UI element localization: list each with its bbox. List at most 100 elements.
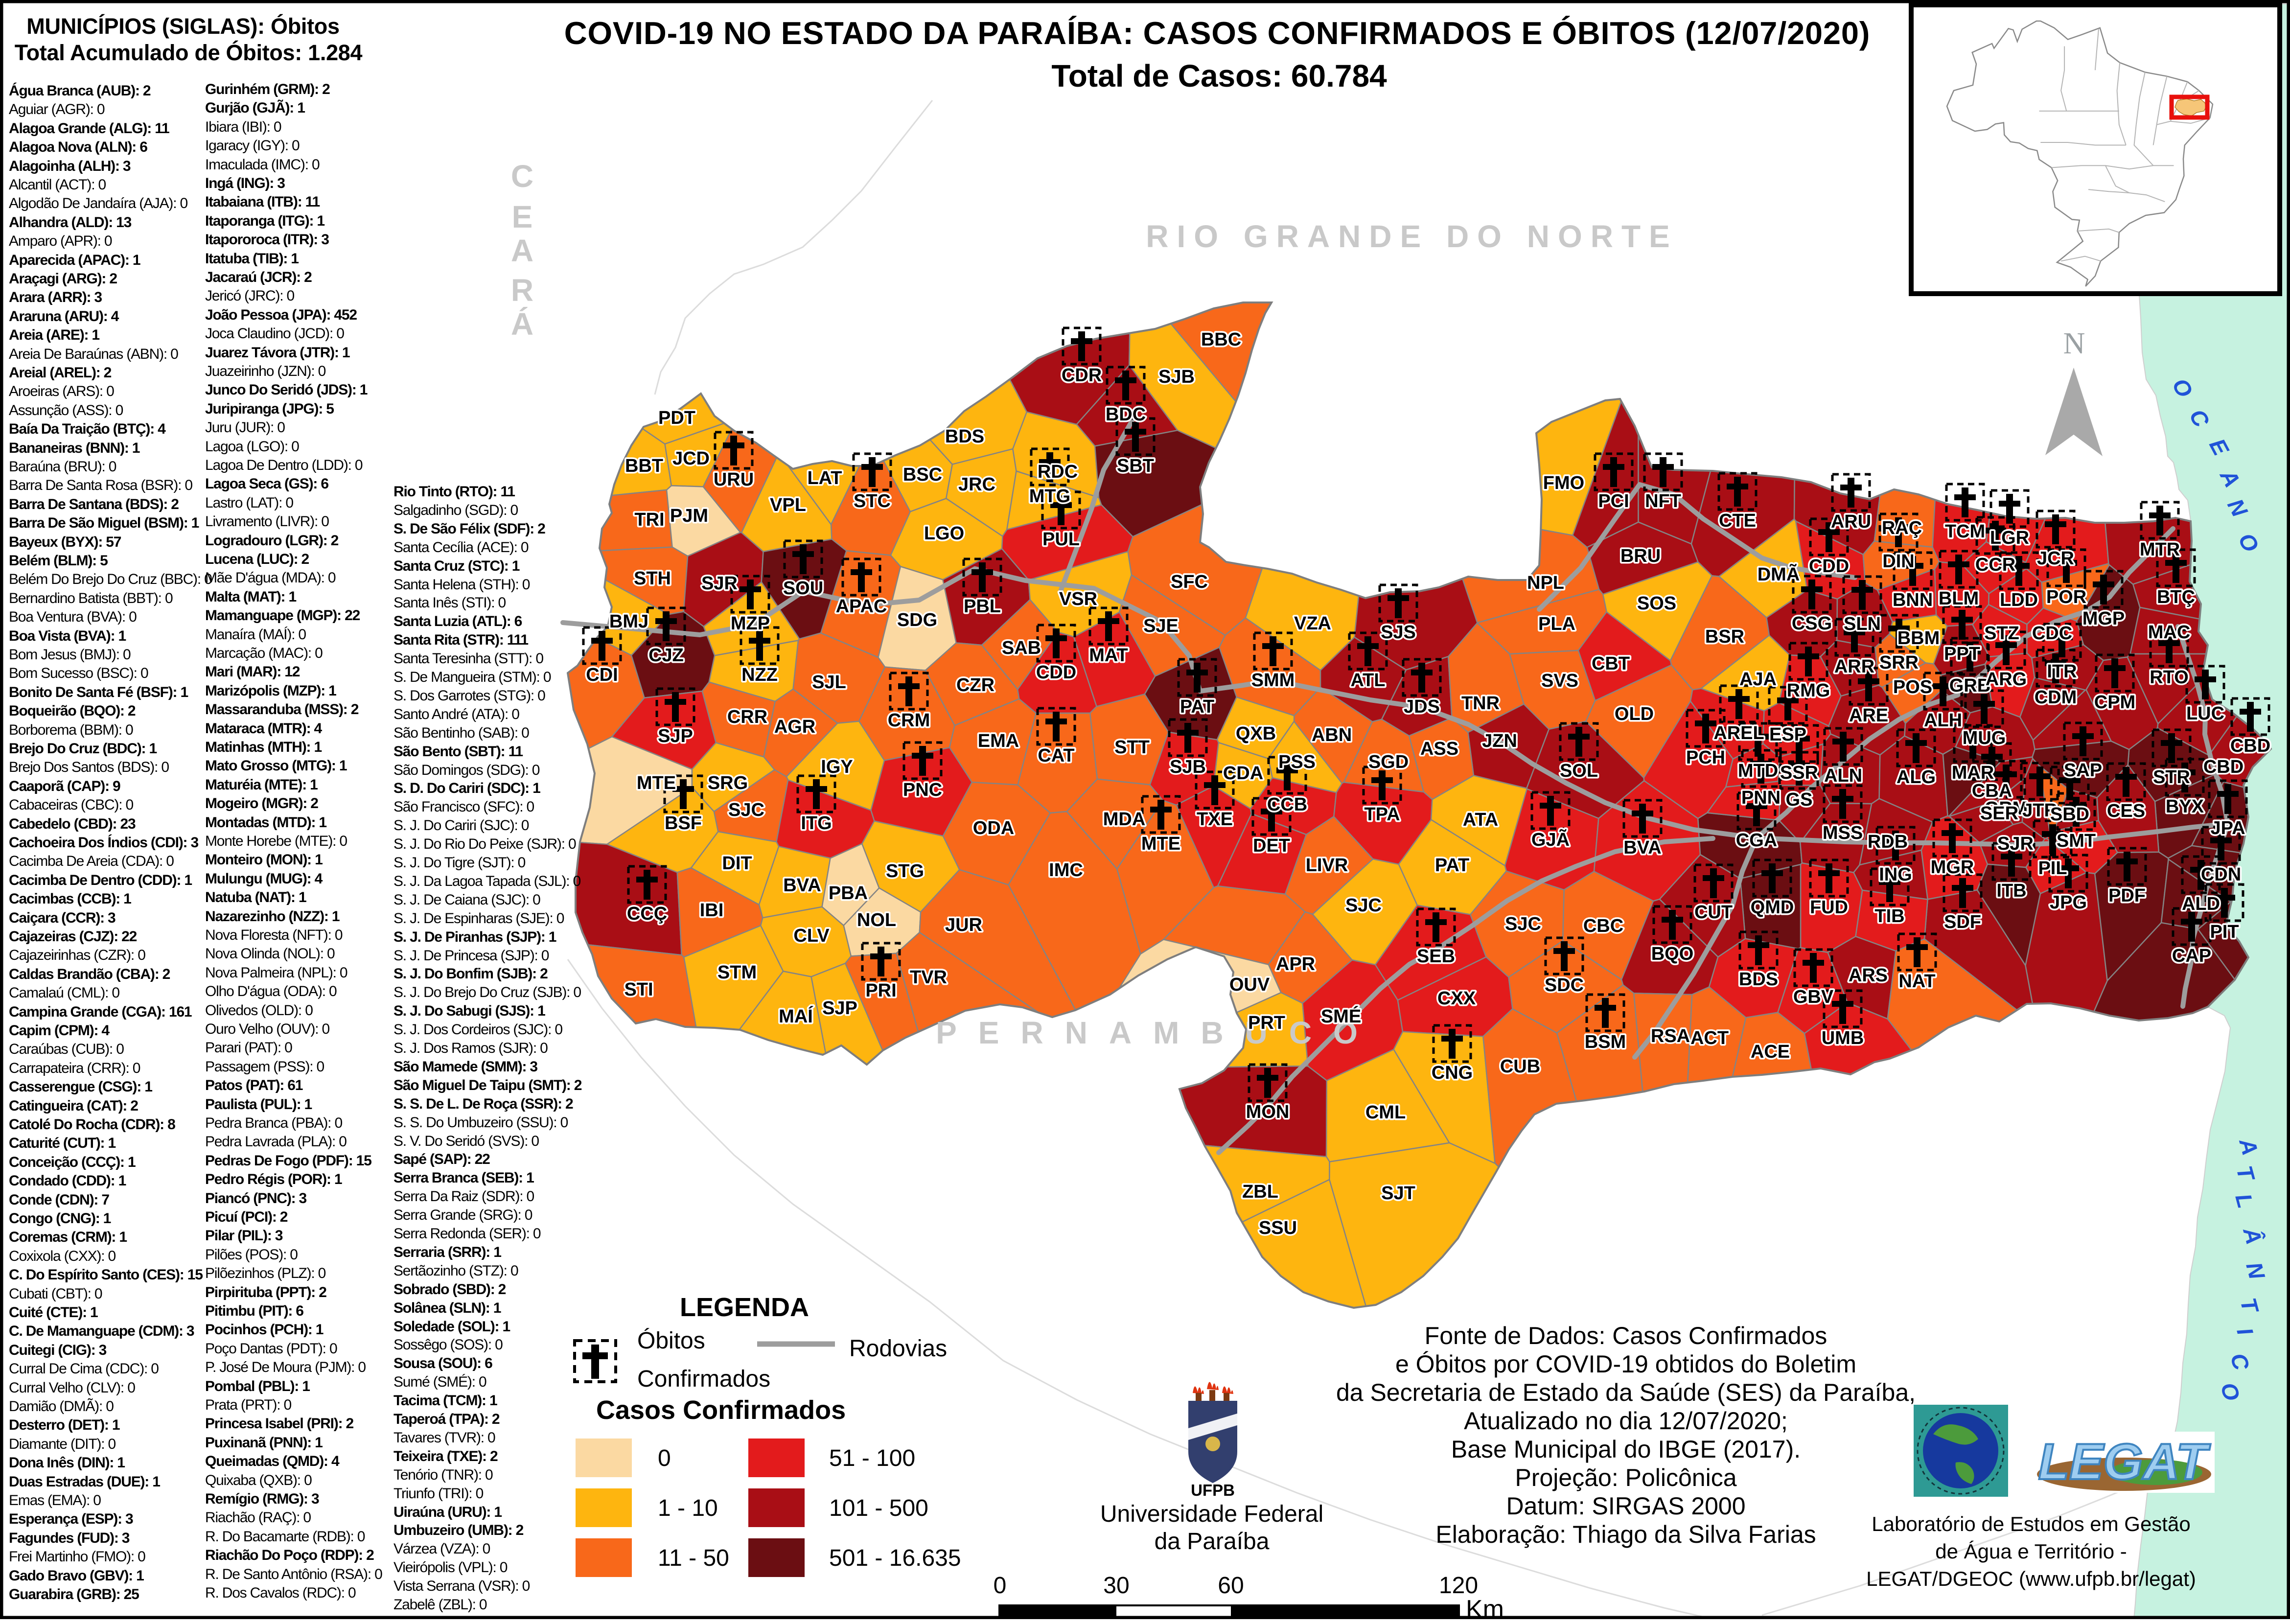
svg-text:CRR: CRR — [727, 707, 767, 727]
svg-text:SEB: SEB — [1417, 946, 1455, 967]
svg-text:VPL: VPL — [770, 495, 806, 515]
svg-text:GRB: GRB — [1949, 675, 1990, 696]
svg-text:QXB: QXB — [1236, 723, 1276, 744]
svg-text:PCI: PCI — [1598, 491, 1629, 511]
svg-text:RDB: RDB — [1868, 832, 1908, 852]
svg-text:SAB: SAB — [1002, 638, 1041, 658]
svg-text:SJR: SJR — [701, 573, 738, 594]
svg-text:STG: STG — [886, 861, 924, 882]
svg-text:MON: MON — [1246, 1102, 1290, 1122]
svg-text:PUL: PUL — [1042, 529, 1080, 550]
svg-text:SDF: SDF — [1944, 912, 1981, 932]
svg-text:SJE: SJE — [1143, 616, 1179, 636]
svg-text:E: E — [512, 199, 544, 234]
svg-text:NPL: NPL — [1527, 573, 1564, 593]
svg-text:JUR: JUR — [945, 915, 982, 935]
svg-text:GBV: GBV — [1793, 987, 1834, 1007]
svg-text:BSM: BSM — [1585, 1032, 1626, 1052]
svg-text:ZBL: ZBL — [1242, 1182, 1278, 1202]
svg-text:ARG: ARG — [1986, 669, 2027, 690]
svg-text:CDC: CDC — [2032, 623, 2072, 644]
svg-text:SJS: SJS — [1381, 622, 1416, 643]
svg-text:GJÃ: GJÃ — [1531, 829, 1570, 850]
svg-text:SVS: SVS — [1541, 671, 1578, 691]
svg-text:NFT: NFT — [1645, 491, 1681, 511]
svg-text:PAT: PAT — [1180, 696, 1214, 717]
svg-text:SRG: SRG — [708, 773, 748, 793]
svg-text:CUB: CUB — [1500, 1056, 1540, 1077]
svg-text:CDD: CDD — [1809, 556, 1849, 577]
svg-text:PNN: PNN — [1741, 788, 1781, 808]
svg-text:ALD: ALD — [2182, 894, 2220, 914]
svg-text:CZR: CZR — [956, 675, 995, 696]
svg-text:JTR: JTR — [2022, 800, 2058, 821]
svg-text:JCR: JCR — [2037, 548, 2074, 569]
svg-text:PPT: PPT — [1944, 644, 1980, 664]
svg-text:CRM: CRM — [888, 710, 930, 731]
svg-text:A: A — [511, 233, 544, 268]
svg-text:MTG: MTG — [1029, 486, 1070, 507]
svg-text:PBL: PBL — [964, 596, 1001, 617]
svg-text:LIVR: LIVR — [1306, 855, 1348, 876]
svg-text:RTO: RTO — [2150, 667, 2189, 688]
svg-text:UMB: UMB — [1822, 1028, 1864, 1048]
svg-text:STT: STT — [1114, 737, 1150, 758]
svg-text:CDI: CDI — [586, 665, 618, 685]
svg-text:TRI: TRI — [634, 510, 664, 530]
svg-text:SSU: SSU — [1259, 1218, 1297, 1238]
svg-text:DET: DET — [1253, 835, 1290, 856]
svg-text:SJT: SJT — [1381, 1183, 1415, 1204]
svg-text:DIT: DIT — [722, 853, 752, 874]
svg-text:CLV: CLV — [793, 926, 830, 946]
svg-text:MTE: MTE — [637, 773, 676, 793]
svg-text:ARS: ARS — [1849, 965, 1888, 986]
svg-text:CCR: CCR — [1975, 555, 2015, 575]
svg-text:TVR: TVR — [910, 967, 947, 988]
svg-text:PJM: PJM — [670, 506, 708, 526]
svg-text:PAT: PAT — [1435, 855, 1469, 876]
svg-text:CES: CES — [2107, 801, 2145, 821]
svg-text:CBA: CBA — [1972, 781, 2012, 801]
svg-text:SSR: SSR — [1780, 763, 1818, 783]
svg-text:SJB: SJB — [1158, 367, 1195, 387]
svg-text:MGR: MGR — [1931, 857, 1974, 878]
svg-text:CUT: CUT — [1694, 902, 1733, 923]
svg-text:PSS: PSS — [1278, 752, 1316, 772]
svg-text:STR: STR — [2153, 767, 2190, 788]
svg-text:CBD: CBD — [2230, 736, 2270, 756]
svg-text:MDA: MDA — [1103, 809, 1146, 830]
svg-text:UFPB: UFPB — [1191, 1481, 1235, 1499]
svg-text:CJZ: CJZ — [648, 645, 684, 666]
svg-text:STI: STI — [624, 979, 653, 1000]
svg-text:CGA: CGA — [1736, 830, 1777, 851]
svg-text:AGR: AGR — [774, 717, 815, 737]
svg-text:APAC: APAC — [836, 596, 887, 617]
svg-text:GRM: GRM — [1985, 798, 2028, 819]
svg-text:PNC: PNC — [903, 780, 942, 800]
svg-text:ATA: ATA — [1463, 810, 1498, 830]
svg-text:SER: SER — [1980, 803, 2018, 824]
svg-text:CPM: CPM — [2094, 692, 2135, 713]
svg-text:CDM: CDM — [2035, 687, 2077, 708]
svg-text:IBI: IBI — [700, 900, 724, 921]
svg-text:APR: APR — [1276, 954, 1315, 974]
svg-text:BSC: BSC — [903, 464, 942, 485]
svg-text:RAÇ: RAÇ — [1882, 518, 1922, 538]
svg-text:NZZ: NZZ — [741, 665, 778, 685]
svg-text:CBD: CBD — [2203, 757, 2244, 777]
svg-text:STM: STM — [717, 962, 757, 983]
svg-text:BRU: BRU — [1620, 546, 1661, 566]
svg-text:POR: POR — [2046, 587, 2086, 607]
svg-text:BLM: BLM — [1939, 588, 1979, 609]
svg-text:QMD: QMD — [1751, 897, 1794, 918]
svg-text:OLD: OLD — [1615, 704, 1654, 724]
svg-text:SMT: SMT — [2057, 831, 2096, 851]
svg-text:SDG: SDG — [897, 610, 937, 630]
svg-text:SOL: SOL — [1560, 761, 1598, 781]
svg-text:SJC: SJC — [728, 800, 764, 820]
svg-text:BDS: BDS — [1739, 969, 1778, 990]
svg-text:SJC: SJC — [1505, 914, 1541, 934]
svg-text:BNN: BNN — [1893, 590, 1933, 610]
svg-text:SGD: SGD — [1368, 752, 1409, 772]
svg-text:RMG: RMG — [1787, 680, 1830, 701]
